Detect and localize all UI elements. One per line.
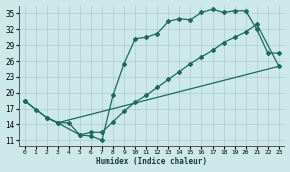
X-axis label: Humidex (Indice chaleur): Humidex (Indice chaleur) <box>96 157 207 166</box>
